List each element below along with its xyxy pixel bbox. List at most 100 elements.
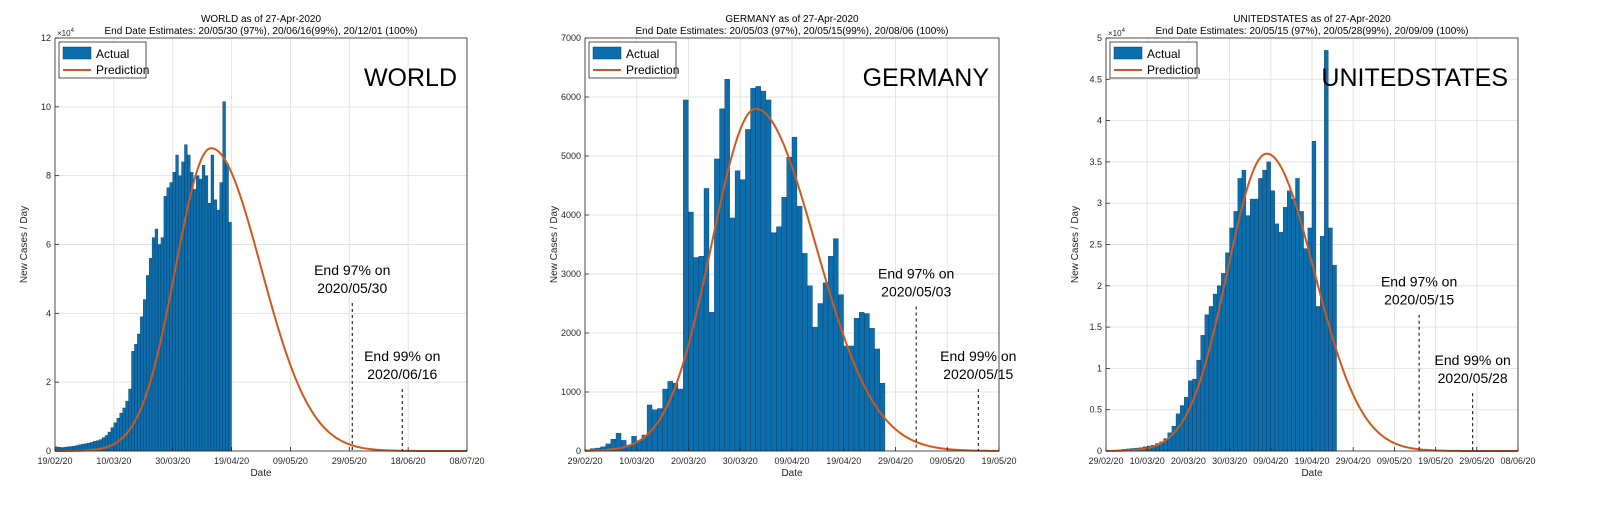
bar — [822, 282, 829, 452]
bar — [181, 161, 185, 452]
x-tick-label: 20/03/20 — [671, 456, 706, 466]
bar — [693, 257, 699, 452]
bar — [791, 136, 798, 452]
bar — [1299, 211, 1304, 452]
prediction-line — [584, 107, 1000, 452]
bar — [828, 256, 834, 452]
bar — [1192, 378, 1197, 452]
bar — [703, 188, 710, 452]
y-tick-label: 7000 — [561, 33, 581, 43]
y-tick-label: 5000 — [561, 151, 581, 161]
bar — [838, 294, 844, 452]
bar — [113, 422, 117, 452]
bar — [621, 440, 627, 452]
x-tick-label: 29/02/20 — [1088, 456, 1123, 466]
x-tick-label: 29/02/20 — [567, 456, 602, 466]
y-tick-label: 4000 — [561, 210, 581, 220]
bar — [646, 404, 653, 452]
legend-swatch-actual — [1113, 46, 1143, 60]
bar — [1208, 306, 1214, 452]
bar — [184, 144, 188, 452]
bar — [148, 258, 153, 452]
y-tick-label: 2 — [46, 377, 51, 387]
bar — [1311, 141, 1317, 452]
bar — [677, 388, 684, 452]
bar — [683, 99, 689, 452]
annotation-date: 2020/05/28 — [1438, 370, 1508, 386]
x-tick-label: 09/05/20 — [1377, 456, 1412, 466]
bar — [1278, 231, 1284, 452]
bar — [1332, 264, 1337, 452]
bar — [755, 86, 761, 452]
x-tick-label: 10/03/20 — [96, 456, 131, 466]
x-tick-label: 19/04/20 — [1294, 456, 1329, 466]
x-tick-label: 30/03/20 — [1212, 456, 1247, 466]
bar — [1241, 169, 1247, 452]
x-tick-label: 29/04/20 — [1336, 456, 1371, 466]
y-tick-label: 2000 — [561, 328, 581, 338]
bar — [151, 237, 156, 452]
y-axis-label: New Cases / Day — [1070, 206, 1081, 283]
x-tick-label: 19/04/20 — [214, 456, 249, 466]
y-tick-label: 1.5 — [1089, 322, 1102, 332]
country-label: GERMANY — [863, 64, 990, 92]
bar — [1184, 397, 1189, 452]
x-tick-label: 30/03/20 — [155, 456, 190, 466]
bar — [1262, 169, 1267, 452]
bar — [1266, 161, 1271, 452]
bar — [724, 79, 730, 452]
bar — [771, 232, 777, 452]
y-tick-label: 6 — [46, 240, 51, 250]
bar — [750, 87, 756, 452]
chart-subtitle: End Date Estimates: 20/05/15 (97%), 20/0… — [1156, 26, 1469, 37]
x-tick-label: 18/06/20 — [391, 456, 426, 466]
y-exponent-power: 4 — [1122, 28, 1126, 34]
bar — [196, 175, 200, 452]
x-tick-label: 08/07/20 — [449, 456, 484, 466]
bar — [146, 275, 150, 452]
annotation-label: End 99% on — [940, 348, 1016, 364]
bar — [1175, 413, 1181, 452]
bar — [1274, 223, 1280, 452]
y-tick-label: 4.5 — [1089, 74, 1102, 84]
bar — [122, 407, 126, 452]
bar — [802, 253, 808, 452]
bar — [119, 412, 123, 452]
annotation-date: 2020/06/16 — [367, 366, 437, 382]
bar — [190, 172, 194, 452]
bar — [729, 217, 736, 452]
bar — [166, 187, 170, 452]
bar — [1200, 335, 1205, 452]
x-tick-label: 10/03/20 — [619, 456, 654, 466]
bar — [1270, 190, 1275, 452]
legend-label-prediction: Prediction — [1147, 63, 1200, 77]
bar — [817, 303, 824, 452]
bar — [1295, 178, 1300, 452]
bar — [869, 328, 875, 452]
y-tick-label: 4 — [46, 308, 51, 318]
x-tick-label: 09/04/20 — [774, 456, 809, 466]
bar — [1245, 215, 1251, 452]
y-tick-label: 10 — [41, 102, 51, 112]
bar — [116, 418, 120, 452]
x-tick-label: 29/05/20 — [332, 456, 367, 466]
bar — [853, 318, 860, 452]
legend: Actual Prediction — [1109, 41, 1200, 79]
bar — [807, 285, 813, 452]
y-tick-label: 12 — [41, 33, 51, 43]
bar — [1328, 227, 1333, 452]
bar — [1233, 211, 1238, 452]
y-tick-label: 0 — [46, 446, 51, 456]
bar — [812, 326, 818, 452]
bar — [796, 205, 803, 452]
bar — [1188, 380, 1193, 452]
country-label: WORLD — [364, 64, 457, 92]
x-axis-label: Date — [250, 468, 272, 479]
annotation-date: 2020/05/15 — [1384, 292, 1454, 308]
x-tick-label: 10/03/20 — [1130, 456, 1165, 466]
x-tick-label: 29/05/20 — [1459, 456, 1494, 466]
bar — [1320, 236, 1325, 452]
legend-label-prediction: Prediction — [96, 63, 149, 77]
bar — [125, 400, 129, 452]
